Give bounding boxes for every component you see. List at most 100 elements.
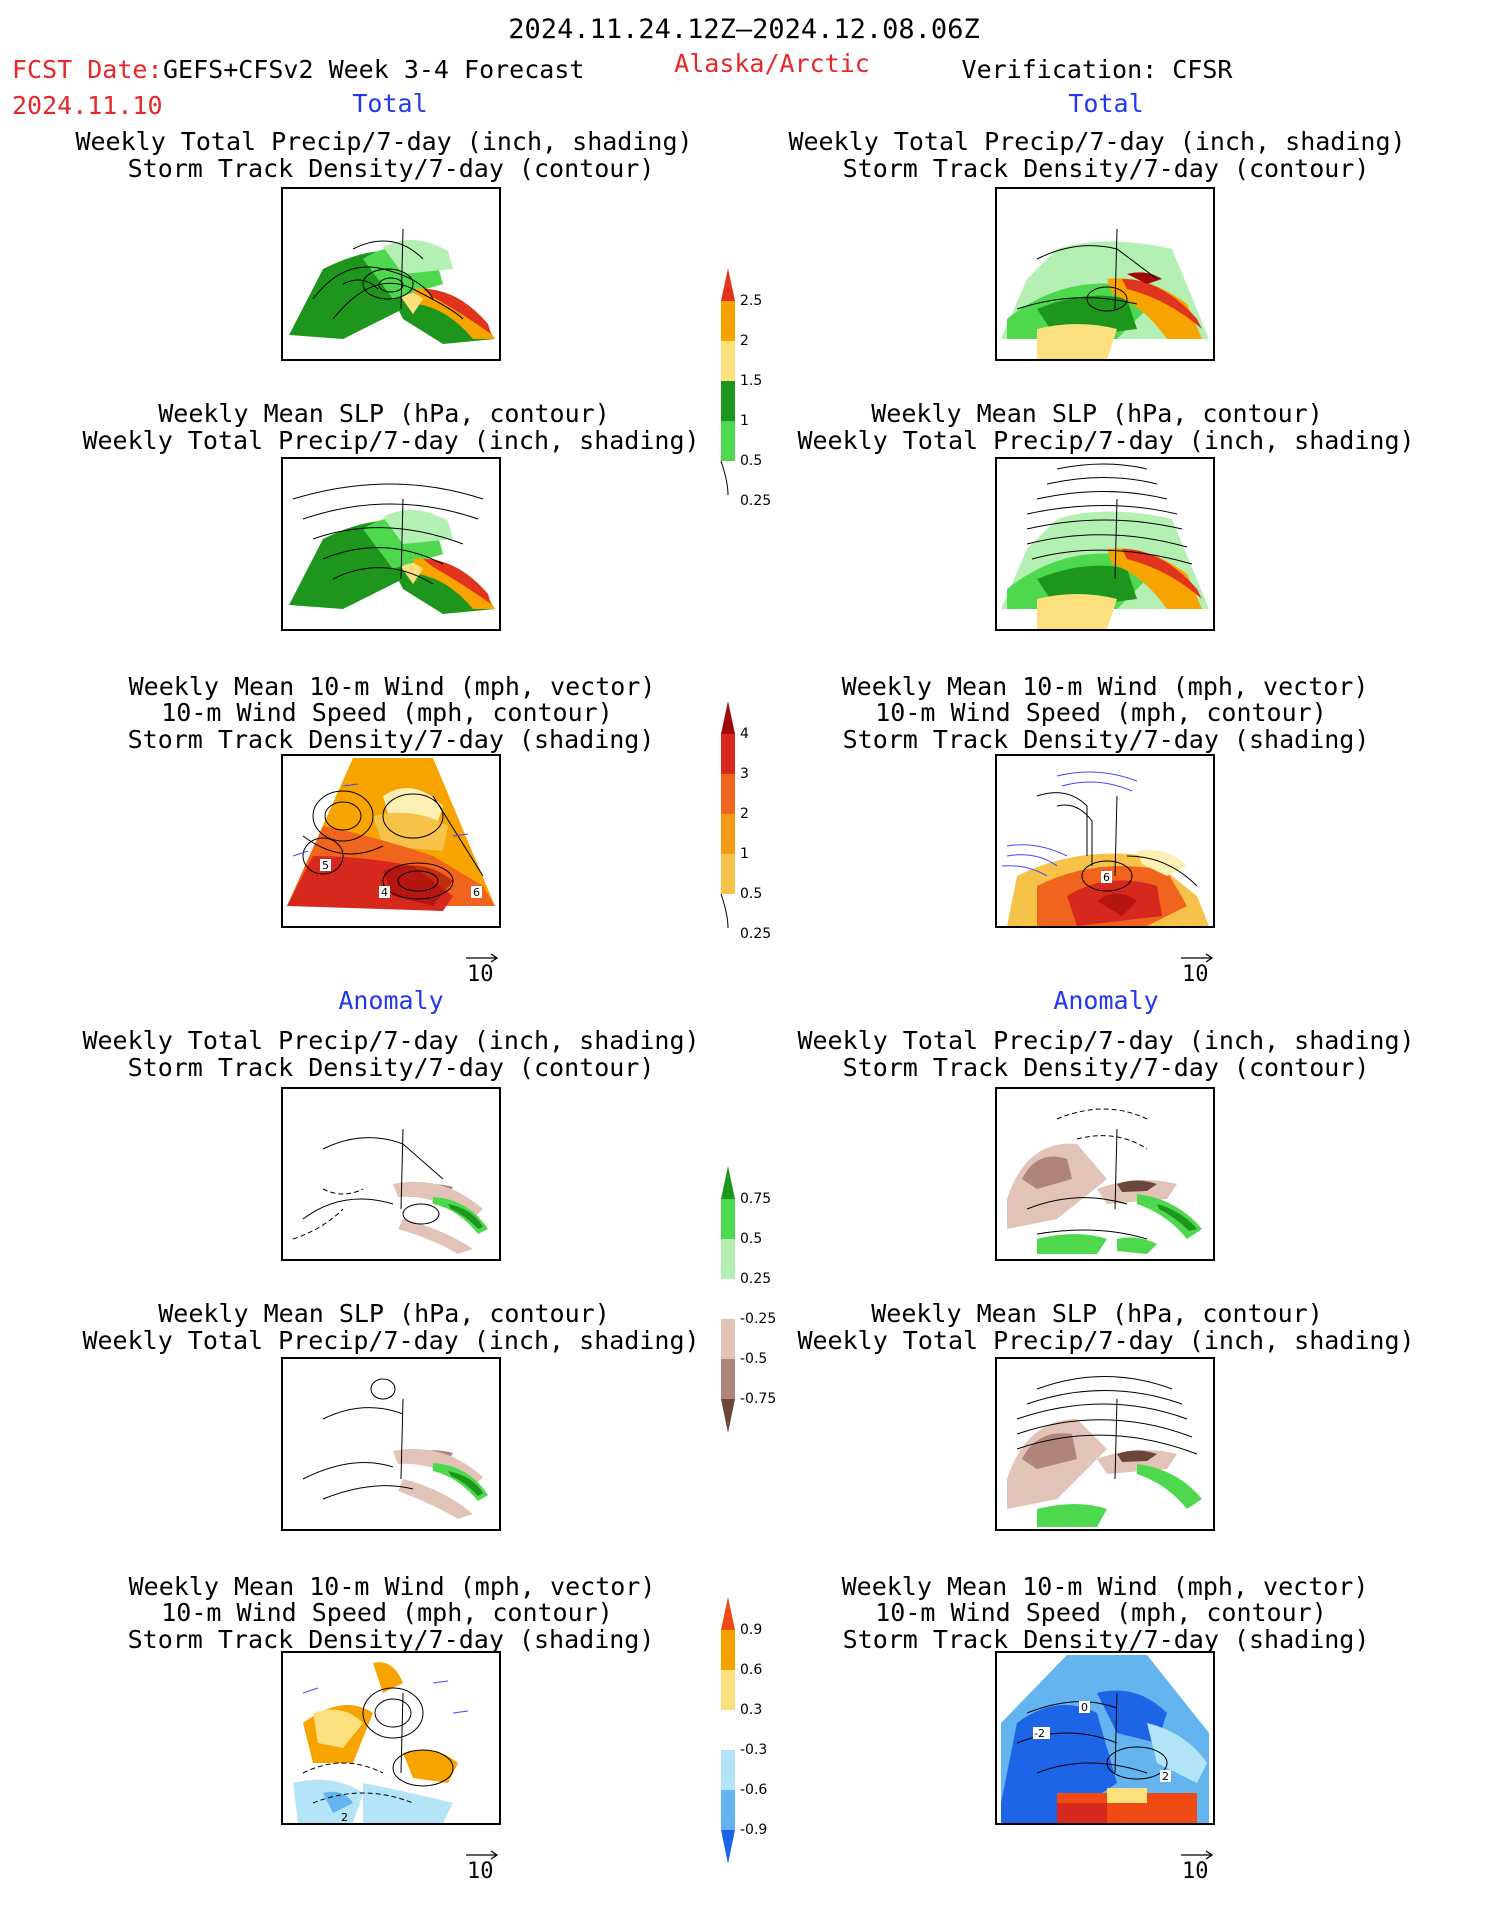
map-verif-wind-storm-total: 6 — [995, 754, 1215, 928]
vector-scale-arrow — [466, 953, 499, 963]
title-r1-line2: Storm Track Density/7-day (contour) — [842, 154, 1370, 183]
title-l1-line1: Weekly Total Precip/7-day (inch, shading… — [75, 127, 693, 156]
title-l5-line1: Weekly Mean SLP (hPa, contour) — [158, 1299, 610, 1328]
colorbar-swatch — [721, 1319, 735, 1359]
colorbar-swatch — [721, 1597, 735, 1630]
colorbar-graphic — [721, 1597, 735, 1864]
section-total-right: Total — [1068, 89, 1144, 118]
colorbar-label: 1.5 — [740, 373, 763, 389]
colorbar-swatch — [721, 1670, 735, 1710]
colorbar-swatch — [721, 268, 735, 301]
colorbar-swatch — [721, 1790, 735, 1830]
title-l6-line1: Weekly Mean 10-m Wind (mph, vector) — [128, 1572, 656, 1601]
colorbar-label: -0.25 — [740, 1311, 777, 1327]
colorbar-swatch — [721, 421, 735, 461]
title-r3-line3: Storm Track Density/7-day (shading) — [842, 725, 1370, 754]
fcst-date-value: 2024.11.10 — [12, 91, 163, 120]
colorbar-label: 0.75 — [740, 1191, 772, 1207]
vector-scale-label: 10 — [467, 962, 494, 987]
title-r2-line1: Weekly Mean SLP (hPa, contour) — [871, 399, 1323, 428]
title-r3-line2: 10-m Wind Speed (mph, contour) — [875, 698, 1327, 727]
title-l3-line2: 10-m Wind Speed (mph, contour) — [161, 698, 613, 727]
title-r5-line1: Weekly Mean SLP (hPa, contour) — [871, 1299, 1323, 1328]
date-range-title: 2024.11.24.12Z—2024.12.08.06Z — [508, 14, 980, 45]
colorbar-swatch — [721, 774, 735, 814]
colorbar-swatch — [721, 1750, 735, 1790]
map-verif-precip-storm-anom — [995, 1087, 1215, 1261]
map-fcst-slp-precip-anom — [281, 1357, 501, 1531]
colorbar-label: -0.5 — [740, 1351, 768, 1367]
region-label: Alaska/Arctic — [674, 49, 870, 78]
colorbar-swatch — [721, 1166, 735, 1199]
colorbar-swatch — [720, 893, 729, 929]
contour-label: 4 — [381, 886, 388, 899]
title-l4-line2: Storm Track Density/7-day (contour) — [127, 1053, 655, 1082]
fcst-date-label: FCST Date: — [12, 55, 163, 84]
title-l2-line1: Weekly Mean SLP (hPa, contour) — [158, 399, 610, 428]
colorbar-graphic — [720, 268, 735, 496]
title-l3-line3: Storm Track Density/7-day (shading) — [127, 725, 655, 754]
colorbar-graphic — [721, 1166, 735, 1433]
map-fcst-wind-storm-anom: 2 — [281, 1651, 501, 1825]
colorbar-label: 0.25 — [740, 926, 772, 942]
vector-scale-arrow — [466, 1850, 499, 1860]
colorbar-label: 1 — [740, 846, 749, 862]
title-r6-line3: Storm Track Density/7-day (shading) — [842, 1625, 1370, 1654]
colorbar-label: 4 — [740, 726, 749, 742]
colorbar-swatch — [721, 1239, 735, 1279]
map-verif-precip-storm-total — [995, 187, 1215, 361]
colorbar-label: 2 — [740, 333, 749, 349]
colorbar-label: -0.6 — [740, 1782, 768, 1798]
colorbar-swatch — [721, 701, 735, 734]
colorbar-swatch — [721, 301, 735, 341]
vector-scale-label: 10 — [467, 1859, 494, 1884]
colorbar-label: 0.25 — [740, 493, 772, 509]
section-anomaly-right: Anomaly — [1053, 986, 1159, 1015]
colorbar-label: 1 — [740, 413, 749, 429]
map-verif-slp-precip-anom — [995, 1357, 1215, 1531]
vector-scale-arrow — [1181, 953, 1214, 963]
fcst-model-label: GEFS+CFSv2 Week 3-4 Forecast — [163, 55, 585, 84]
colorbar-swatch — [721, 341, 735, 381]
section-total-left: Total — [352, 89, 428, 118]
contour-label: -2 — [1034, 1727, 1045, 1740]
colorbar-label: 0.6 — [740, 1662, 763, 1678]
title-l3-line1: Weekly Mean 10-m Wind (mph, vector) — [128, 672, 656, 701]
title-r1-line1: Weekly Total Precip/7-day (inch, shading… — [788, 127, 1406, 156]
colorbar-label: 0.5 — [740, 453, 763, 469]
title-r2-line2: Weekly Total Precip/7-day (inch, shading… — [797, 426, 1415, 455]
title-l2-line2: Weekly Total Precip/7-day (inch, shading… — [82, 426, 700, 455]
contour-label: 6 — [1103, 871, 1110, 884]
colorbar-swatch — [721, 1359, 735, 1399]
colorbar-label: -0.75 — [740, 1391, 777, 1407]
colorbar-swatch — [721, 381, 735, 421]
map-fcst-precip-storm-anom — [281, 1087, 501, 1261]
colorbar-label: 2 — [740, 806, 749, 822]
contour-label: 6 — [473, 886, 480, 899]
map-verif-slp-precip-total — [995, 457, 1215, 631]
vector-scale-label: 10 — [1182, 962, 1209, 987]
vector-scale-label: 10 — [1182, 1859, 1209, 1884]
colorbar-swatch — [721, 1830, 735, 1864]
title-l6-line3: Storm Track Density/7-day (shading) — [127, 1625, 655, 1654]
colorbar-label: 0.25 — [740, 1271, 772, 1287]
colorbar-label: -0.3 — [740, 1742, 768, 1758]
colorbar-label: 0.9 — [740, 1622, 763, 1638]
section-anomaly-left: Anomaly — [338, 986, 444, 1015]
contour-label: 5 — [322, 859, 329, 872]
contour-label: 0 — [1081, 1701, 1088, 1714]
colorbar-label: 0.5 — [740, 1231, 763, 1247]
map-fcst-wind-storm-total: 5 4 6 — [281, 754, 501, 928]
colorbar-swatch — [721, 854, 735, 894]
verification-label: Verification: CFSR — [961, 55, 1233, 84]
contour-label: 2 — [341, 1811, 348, 1823]
colorbar-swatch — [721, 814, 735, 854]
map-fcst-slp-precip-total — [281, 457, 501, 631]
title-l5-line2: Weekly Total Precip/7-day (inch, shading… — [82, 1326, 700, 1355]
colorbar-label: 0.3 — [740, 1702, 763, 1718]
map-verif-wind-storm-anom: 0 -2 2 — [995, 1651, 1215, 1825]
title-r4-line1: Weekly Total Precip/7-day (inch, shading… — [797, 1026, 1415, 1055]
map-fcst-precip-storm-total — [281, 187, 501, 361]
colorbar-label: 0.5 — [740, 886, 763, 902]
title-r6-line2: 10-m Wind Speed (mph, contour) — [875, 1598, 1327, 1627]
